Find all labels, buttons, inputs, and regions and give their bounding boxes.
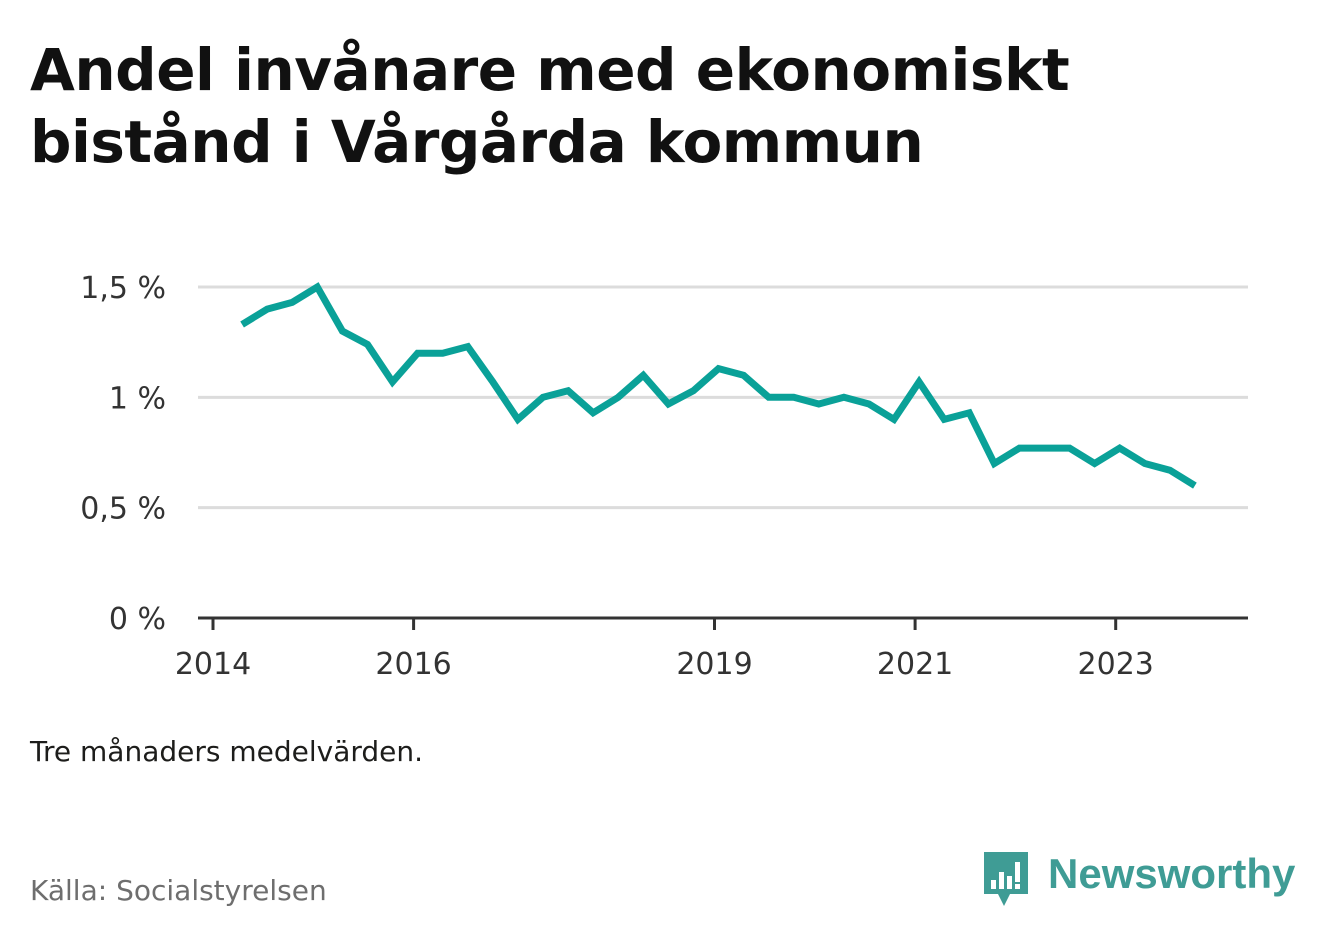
y-tick-label: 0 %: [109, 602, 166, 637]
grid-lines: [198, 285, 1248, 510]
y-tick-label: 1 %: [109, 381, 166, 416]
x-tick-label: 2023: [1078, 647, 1154, 682]
line-chart: 0 % 0,5 % 1 % 1,5 % 2014 2016 2019 2021 2023: [80, 271, 1248, 682]
x-tick-label: 2014: [175, 647, 251, 682]
newsworthy-logo: Newsworthy: [980, 850, 1300, 910]
x-tick-label: 2019: [676, 647, 752, 682]
x-axis: [198, 616, 1248, 630]
source-text: Källa: Socialstyrelsen: [30, 874, 327, 907]
x-tick-label: 2021: [877, 647, 953, 682]
chart-note: Tre månaders medelvärden.: [30, 735, 424, 768]
series-line: [240, 282, 1197, 489]
series-line-path: [240, 282, 1197, 489]
y-axis-labels: 0 % 0,5 % 1 % 1,5 %: [80, 271, 166, 637]
newsworthy-logo-icon: [984, 852, 1028, 906]
newsworthy-brand-text: Newsworthy: [1048, 850, 1296, 897]
x-tick-label: 2016: [375, 647, 451, 682]
y-tick-label: 1,5 %: [80, 271, 166, 306]
chart-title: Andel invånare med ekonomiskt bistånd i …: [30, 36, 1070, 176]
x-axis-labels: 2014 2016 2019 2021 2023: [175, 647, 1154, 682]
y-tick-label: 0,5 %: [80, 492, 166, 527]
